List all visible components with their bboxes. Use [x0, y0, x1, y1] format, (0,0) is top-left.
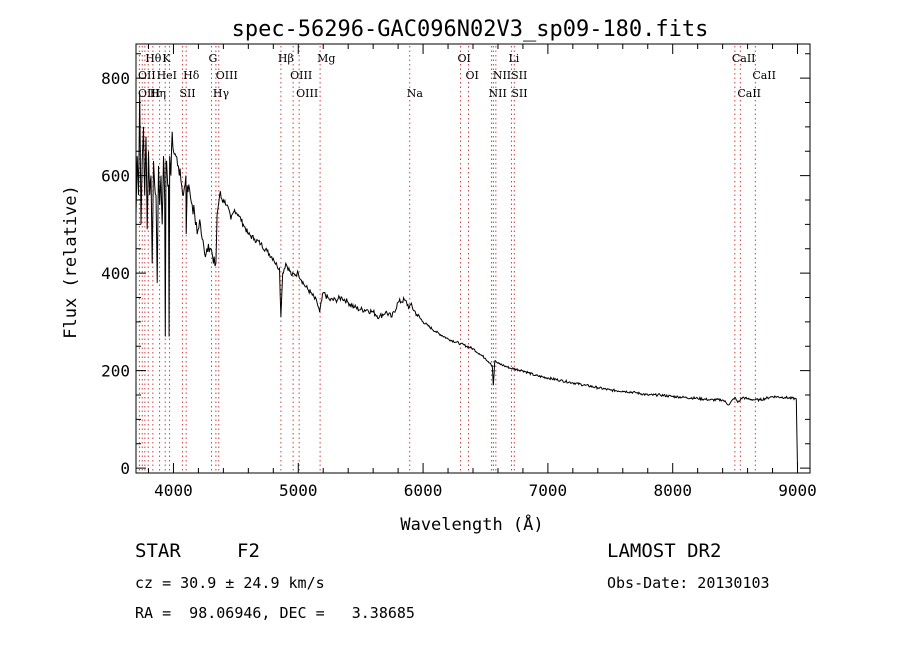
- spectral-line-label: OIII: [216, 69, 238, 82]
- survey-name: LAMOST DR2: [607, 540, 722, 562]
- spectral-line-label: Mg: [317, 52, 335, 65]
- x-tick-label: 9000: [778, 481, 817, 500]
- spectral-line-label: Hβ: [278, 52, 294, 65]
- x-tick-label: 5000: [279, 481, 318, 500]
- spectral-line-label: SII: [511, 87, 527, 100]
- spectral-line-label: Hθ: [145, 52, 162, 65]
- spectral-line-label: OII: [138, 69, 156, 82]
- spectral-line-label: CaII: [752, 69, 776, 82]
- chart-title: spec-56296-GAC096N02V3_sp09-180.fits: [232, 17, 709, 42]
- y-tick-label: 800: [101, 69, 130, 88]
- object-class: STAR: [135, 540, 181, 562]
- spectral-line-label: NII: [488, 87, 506, 100]
- sky-coordinates: RA = 98.06946, DEC = 3.38685: [135, 604, 415, 622]
- spectral-line-label: Hη: [150, 87, 166, 100]
- x-tick-label: 7000: [529, 481, 568, 500]
- object-subclass: F2: [237, 540, 260, 562]
- x-tick-label: 4000: [154, 481, 193, 500]
- x-tick-label: 8000: [653, 481, 692, 500]
- spectral-line-label: OI: [458, 52, 471, 65]
- spectral-line-label: OIII: [138, 87, 160, 100]
- y-tick-label: 200: [101, 362, 130, 381]
- spectral-line-label: Hδ: [183, 69, 200, 82]
- spectral-line-label: Li: [508, 52, 519, 65]
- plot-frame: [135, 43, 811, 474]
- spectral-line-label: OIII: [296, 87, 318, 100]
- spectral-line-label: NIISII: [493, 69, 528, 82]
- y-tick-label: 0: [120, 459, 130, 478]
- y-tick-label: 600: [101, 167, 130, 186]
- y-tick-label: 400: [101, 264, 130, 283]
- spectral-line-label: K: [162, 52, 171, 65]
- spectral-line-label: CaII: [737, 87, 761, 100]
- spectral-line-label: CaII: [732, 52, 756, 65]
- spectral-line-label: OI: [466, 69, 479, 82]
- spectral-line-label: OIII: [290, 69, 312, 82]
- spectral-line-label: Hγ: [213, 87, 230, 100]
- spectral-line-label: HeI: [157, 69, 177, 82]
- spectrum-series: [135, 92, 798, 469]
- x-tick-label: 6000: [404, 481, 443, 500]
- spectrum-line: [135, 92, 798, 469]
- axis-ticks: 4000 5000 6000 7000 8000 9000 0 200 400 600 800: [101, 44, 817, 500]
- redshift-velocity: cz = 30.9 ± 24.9 km/s: [135, 574, 325, 592]
- y-axis-label: Flux (relative): [61, 185, 81, 339]
- observation-date: Obs-Date: 20130103: [607, 574, 770, 592]
- spectral-line-label: SII: [179, 87, 195, 100]
- spectral-line-label: Na: [407, 87, 424, 100]
- x-axis-label: Wavelength (Å): [400, 513, 543, 535]
- spectral-line-markers: [138, 46, 756, 473]
- spectral-line-label: G: [209, 52, 218, 65]
